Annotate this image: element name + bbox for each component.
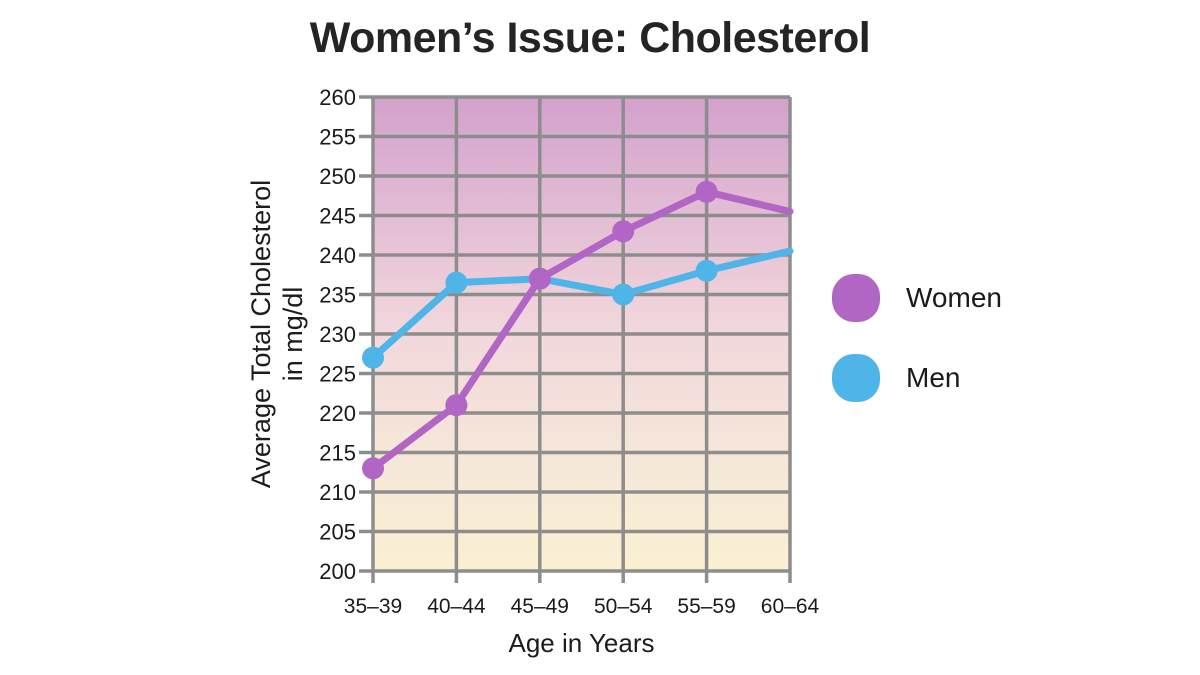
x-axis-title: Age in Years	[508, 628, 655, 658]
svg-text:255: 255	[319, 125, 356, 150]
svg-text:235: 235	[319, 283, 356, 308]
svg-text:40–44: 40–44	[427, 595, 486, 618]
svg-text:225: 225	[319, 362, 356, 387]
y-axis-title: Average Total Cholesterol in mg/dl	[245, 180, 309, 488]
svg-text:50–54: 50–54	[594, 595, 653, 618]
svg-text:200: 200	[319, 559, 356, 584]
svg-text:230: 230	[319, 322, 356, 347]
women-series-swatch	[832, 274, 880, 322]
svg-text:215: 215	[319, 441, 356, 466]
svg-text:60–64: 60–64	[761, 595, 820, 618]
svg-text:45–49: 45–49	[511, 595, 569, 618]
y-axis-title-line1: Average Total Cholesterol	[246, 179, 276, 489]
svg-text:250: 250	[319, 164, 356, 189]
legend-item-men: Men	[832, 338, 1002, 418]
legend-label-men: Men	[906, 362, 961, 393]
svg-text:210: 210	[319, 480, 356, 505]
men-series-swatch	[832, 354, 880, 402]
chart-legend: Women Men	[832, 258, 1002, 418]
svg-text:220: 220	[319, 401, 356, 426]
svg-text:245: 245	[319, 204, 356, 229]
svg-text:205: 205	[319, 520, 356, 545]
legend-label-women: Women	[906, 282, 1002, 313]
legend-item-women: Women	[832, 258, 1002, 338]
page-title: Women’s Issue: Cholesterol	[309, 14, 871, 62]
svg-text:240: 240	[319, 243, 356, 268]
svg-text:260: 260	[319, 85, 356, 110]
svg-text:55–59: 55–59	[677, 595, 735, 618]
y-axis-title-line2: in mg/dl	[278, 286, 308, 382]
svg-text:35–39: 35–39	[344, 595, 402, 618]
